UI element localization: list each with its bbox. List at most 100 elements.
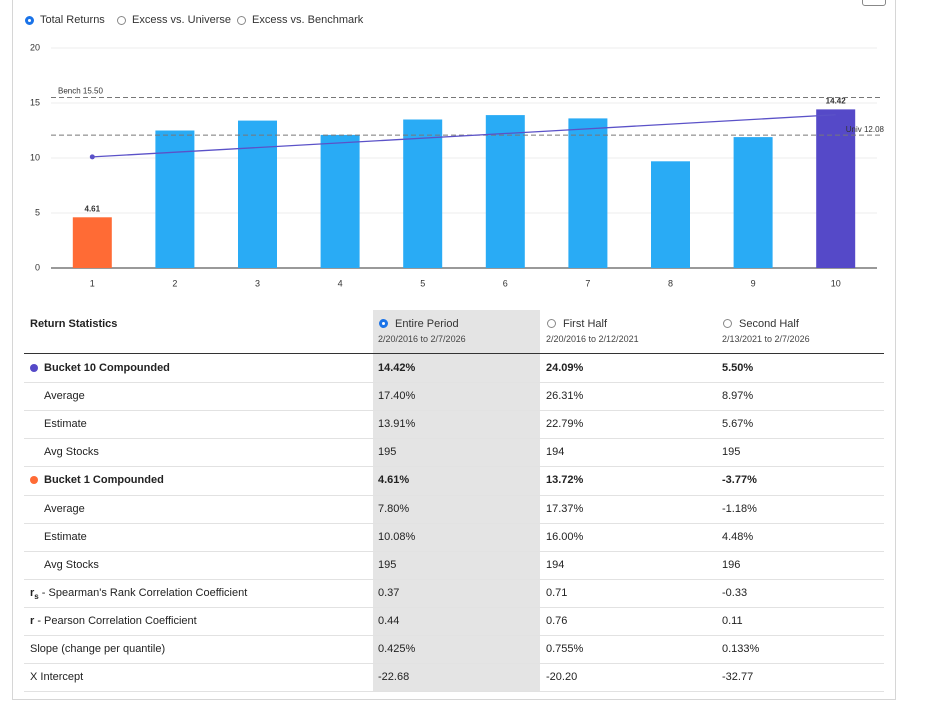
- cell: 13.91%: [378, 418, 416, 431]
- cell: 0.71: [546, 586, 568, 599]
- cell: 10.08%: [378, 530, 416, 543]
- label-text: Bucket 10 Compounded: [44, 362, 170, 374]
- bar: [568, 118, 608, 269]
- label-text: Estimate: [44, 418, 87, 431]
- y-tick-label: 0: [35, 262, 40, 272]
- cell: 22.79%: [546, 418, 584, 431]
- row-divider: [24, 691, 884, 693]
- reference-label: Bench 15.50: [58, 87, 103, 96]
- cell: 4.61%: [378, 474, 410, 487]
- cell: 0.44: [378, 614, 400, 627]
- label-text: Average: [44, 502, 85, 515]
- menu-button[interactable]: [862, 0, 886, 6]
- x-tick-label: 4: [338, 278, 343, 288]
- row-divider: [24, 663, 884, 665]
- label-text: Slope (change per quantile): [30, 643, 166, 655]
- cell: 0.11: [722, 614, 743, 627]
- option-label[interactable]: Excess vs. Universe: [132, 14, 232, 26]
- x-tick-label: 7: [585, 278, 590, 288]
- x-tick-label: 8: [668, 278, 673, 288]
- row-label: Estimate: [44, 417, 87, 431]
- bar: [816, 109, 856, 268]
- row-label: Avg Stocks: [44, 558, 99, 572]
- bar: [403, 119, 443, 268]
- row-label: r - Pearson Correlation Coefficient: [30, 614, 197, 628]
- cell: 195: [378, 446, 397, 459]
- cell: 5.67%: [722, 418, 754, 431]
- label-text: - Spearman's Rank Correlation Coefficien…: [38, 586, 248, 599]
- radio-button[interactable]: [237, 16, 246, 25]
- bar: [72, 217, 112, 268]
- trend-point: [89, 154, 95, 160]
- label-text: - Pearson Correlation Coefficient: [34, 614, 197, 627]
- column-title[interactable]: First Half: [563, 318, 607, 330]
- option-label[interactable]: Excess vs. Benchmark: [252, 14, 364, 26]
- row-divider: [24, 466, 884, 468]
- row-divider: [24, 438, 884, 440]
- column-title[interactable]: Second Half: [739, 318, 799, 330]
- row-label: X Intercept: [30, 670, 83, 684]
- row-label: Average: [44, 502, 85, 516]
- cell: 195: [378, 558, 397, 571]
- table-title: Return Statistics: [30, 318, 118, 330]
- cell: 16.00%: [546, 530, 584, 543]
- column-range: 2/20/2016 to 2/7/2026: [378, 334, 466, 344]
- row-label: Estimate: [44, 530, 87, 544]
- cell: 0.76: [546, 614, 568, 627]
- bar: [733, 137, 773, 268]
- legend-dot: [30, 364, 38, 372]
- x-tick-label: 1: [90, 278, 95, 288]
- y-tick-label: 20: [30, 42, 40, 52]
- row-label: rs - Spearman's Rank Correlation Coeffic…: [30, 586, 247, 604]
- radio-button[interactable]: [25, 16, 34, 25]
- label-text: Avg Stocks: [44, 446, 99, 459]
- selected-column-bg: [373, 310, 540, 692]
- label-text: Average: [44, 390, 85, 403]
- value-label: 4.61: [85, 204, 101, 213]
- label-text: Avg Stocks: [44, 558, 99, 571]
- chart: 0 5 10 15 20 1 4.61 2 3 4 5 6 7 8 9 10 14.42 Bench 15.50 U…: [30, 42, 885, 288]
- row-divider: [24, 635, 884, 636]
- radio-button[interactable]: [547, 319, 556, 328]
- radio-button[interactable]: [379, 319, 388, 328]
- cell: 5.50%: [722, 362, 754, 374]
- column-title[interactable]: Entire Period: [395, 318, 459, 330]
- row-label: Avg Stocks: [44, 445, 99, 459]
- cell: -32.77: [722, 671, 754, 684]
- cell: 0.37: [378, 586, 400, 599]
- cell: 8.97%: [722, 390, 754, 403]
- cell: -3.77%: [722, 474, 757, 487]
- column-range: 2/20/2016 to 2/12/2021: [546, 334, 639, 344]
- value-label: 14.42: [826, 96, 847, 105]
- symbol: r: [30, 586, 35, 599]
- y-tick-label: 5: [35, 207, 40, 217]
- cell: 195: [722, 446, 741, 459]
- x-tick-label: 6: [503, 278, 508, 288]
- symbol-subscript: s: [34, 591, 39, 601]
- cell: -0.33: [722, 586, 748, 599]
- cell: 17.40%: [378, 390, 416, 403]
- panel: [12, 0, 896, 700]
- bar: [238, 120, 277, 268]
- cell: 14.42%: [378, 362, 416, 374]
- option-label[interactable]: Total Returns: [40, 14, 105, 26]
- legend-dot: [30, 476, 38, 485]
- radio-button[interactable]: [723, 319, 732, 328]
- row-divider: [24, 410, 884, 412]
- row-divider: [24, 550, 884, 552]
- row-divider: [24, 578, 884, 580]
- x-tick-label: 9: [751, 278, 756, 288]
- symbol: r: [30, 614, 35, 627]
- radio-button[interactable]: [117, 16, 126, 25]
- cell: 13.72%: [546, 474, 584, 487]
- cell: 24.09%: [546, 362, 584, 374]
- row-divider: [24, 382, 884, 384]
- y-tick-label: 15: [30, 97, 40, 107]
- row-divider: [24, 494, 884, 496]
- x-tick-label: 5: [420, 278, 425, 288]
- cell: 0.425%: [378, 643, 416, 655]
- cell: 0.133%: [722, 643, 760, 655]
- bar: [320, 134, 360, 268]
- reference-label: Univ 12.08: [846, 125, 885, 134]
- cell: -22.68: [378, 671, 410, 684]
